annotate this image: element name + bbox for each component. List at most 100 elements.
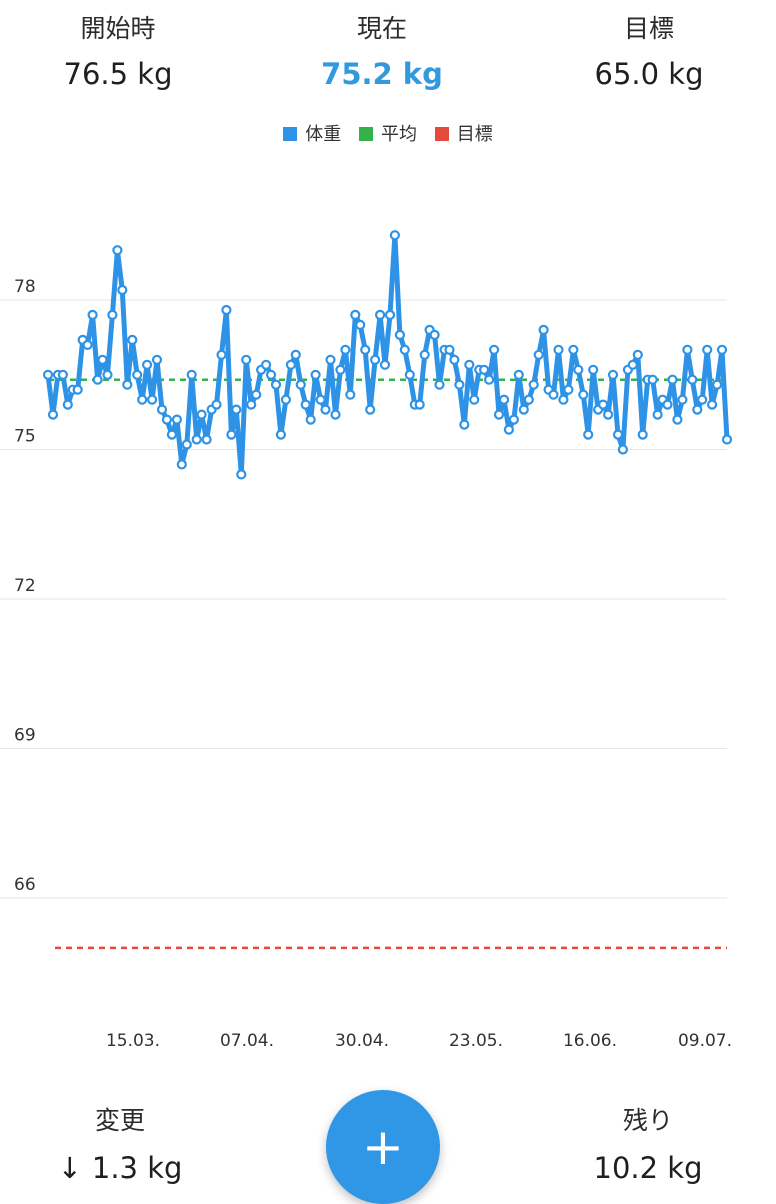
legend-goal-label: 目標 [456, 124, 493, 145]
y-tick-label: 78 [14, 277, 36, 297]
weight-point [176, 459, 187, 470]
weight-point [394, 329, 405, 340]
weight-point [305, 414, 316, 425]
stat-start-value: 76.5 kg [63, 57, 173, 91]
weight-point [360, 344, 371, 355]
weight-point [196, 409, 207, 420]
weight-point [330, 409, 341, 420]
weight-chart[interactable]: 78 75 72 69 66 15.03. 07.04. 30.04. 23.05. 16.06.… [0, 160, 776, 1060]
weight-point [320, 404, 331, 415]
weight-point [191, 434, 202, 445]
weight-point [375, 309, 386, 320]
weight-point [632, 349, 643, 360]
weight-point [493, 409, 505, 420]
y-tick-label: 69 [14, 726, 36, 746]
weight-point [117, 284, 128, 296]
legend-goal-swatch [434, 127, 449, 141]
weight-point [498, 394, 510, 405]
weight-point [270, 379, 282, 390]
weight-point [503, 424, 514, 435]
legend-average-label: 平均 [381, 124, 417, 145]
weight-point [617, 444, 629, 455]
weight-point [513, 369, 524, 380]
legend-weight[interactable]: 体重 [283, 120, 341, 146]
weight-point [583, 429, 594, 440]
chart-legend: 体重 平均 目標 [0, 120, 776, 146]
weight-point [280, 394, 291, 405]
weight-point [553, 344, 564, 355]
weight-point [692, 404, 703, 415]
weight-point [355, 319, 366, 330]
remaining-label: 残り [622, 1106, 673, 1135]
weight-point [627, 359, 638, 370]
weight-point [261, 359, 272, 370]
legend-average[interactable]: 平均 [359, 120, 417, 146]
weight-point [711, 379, 723, 390]
weight-point [186, 369, 197, 380]
weight-point [697, 394, 708, 405]
weight-point [181, 439, 192, 450]
weight-point [47, 409, 59, 420]
weight-point [706, 399, 718, 410]
x-tick-label: 23.05. [449, 1031, 503, 1051]
weight-point [568, 344, 579, 355]
weight-point [637, 429, 648, 440]
change-summary: 変更 ↓ 1.3 kg [50, 1106, 190, 1186]
weight-point [444, 344, 455, 355]
weight-point [171, 414, 182, 425]
weight-point [721, 434, 733, 445]
stat-goal: 目標 65.0 kg [560, 14, 738, 92]
stat-current-value: 75.2 kg [321, 57, 443, 91]
weight-point [558, 394, 569, 405]
weight-point [142, 359, 153, 370]
weight-point [201, 434, 212, 445]
weight-point [464, 359, 475, 370]
add-entry-button[interactable]: + [326, 1090, 440, 1204]
weight-point [335, 364, 346, 375]
weight-point [151, 354, 163, 365]
weight-point [384, 309, 396, 320]
stat-goal-value: 65.0 kg [594, 57, 704, 91]
weight-point [429, 329, 440, 340]
weight-point [667, 374, 678, 385]
legend-goal[interactable]: 目標 [434, 120, 493, 146]
weight-point [548, 389, 559, 400]
arrow-down-icon: ↓ [57, 1151, 82, 1185]
weight-point [231, 404, 242, 415]
weight-point [588, 364, 599, 375]
weight-point [370, 354, 381, 365]
weight-point [479, 364, 490, 375]
weight-point [310, 369, 321, 380]
stat-goal-label: 目標 [623, 14, 674, 43]
weight-point [533, 349, 544, 360]
change-value: 1.3 kg [91, 1151, 183, 1185]
weight-point [528, 379, 539, 390]
weight-point [122, 379, 133, 390]
weight-point [379, 359, 391, 370]
weight-point [265, 369, 277, 380]
weight-point [459, 419, 470, 430]
weight-point [82, 339, 93, 350]
weight-point [107, 309, 118, 320]
weight-point [573, 364, 584, 375]
weight-point [325, 354, 336, 365]
weight-point [677, 394, 688, 405]
x-tick-label: 16.06. [563, 1031, 617, 1051]
weight-point [211, 399, 222, 410]
y-tick-label: 75 [14, 427, 36, 447]
weight-point [607, 369, 619, 380]
weight-point [132, 369, 143, 380]
weight-point [290, 349, 301, 360]
weight-point [345, 389, 356, 400]
weight-point [251, 389, 262, 400]
weight-point [414, 399, 425, 410]
weight-point [216, 349, 227, 360]
weight-point [484, 374, 495, 385]
legend-weight-swatch [283, 127, 298, 141]
weight-point [87, 309, 98, 320]
weight-point [419, 349, 430, 360]
weight-point [563, 384, 574, 395]
weight-point [285, 359, 296, 370]
weight-point [72, 384, 83, 395]
weight-point [112, 245, 123, 256]
